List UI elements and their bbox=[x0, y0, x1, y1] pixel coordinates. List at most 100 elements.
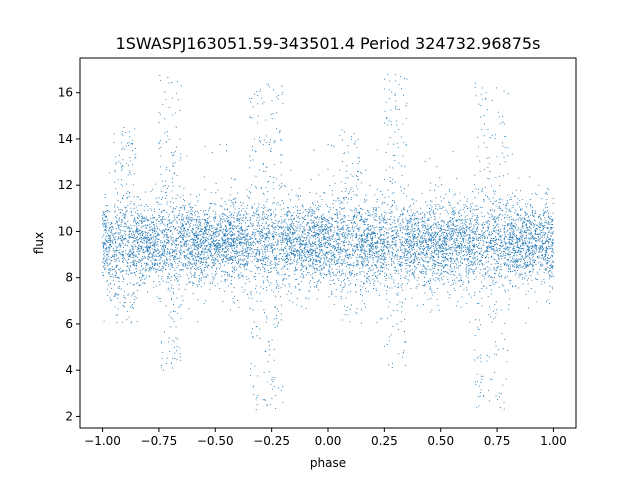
data-point bbox=[349, 308, 351, 311]
data-point bbox=[289, 256, 291, 258]
data-point bbox=[218, 232, 220, 234]
data-point bbox=[342, 160, 344, 162]
data-point bbox=[155, 244, 157, 246]
data-point bbox=[329, 237, 331, 239]
data-point bbox=[176, 244, 178, 247]
data-point bbox=[305, 274, 307, 276]
data-point bbox=[168, 258, 170, 260]
data-point bbox=[351, 227, 353, 229]
data-point bbox=[298, 199, 300, 201]
data-point bbox=[325, 221, 327, 223]
data-point bbox=[164, 235, 166, 237]
data-point bbox=[385, 280, 387, 282]
data-point bbox=[276, 282, 278, 284]
data-point bbox=[212, 280, 214, 282]
data-point bbox=[294, 250, 296, 252]
data-point bbox=[121, 133, 123, 135]
data-point bbox=[343, 248, 345, 250]
data-point bbox=[240, 243, 242, 245]
data-point bbox=[500, 251, 502, 253]
data-point bbox=[109, 263, 111, 265]
data-point bbox=[189, 213, 191, 215]
data-point bbox=[286, 263, 288, 266]
data-point bbox=[489, 242, 492, 244]
data-point bbox=[343, 215, 346, 217]
data-point bbox=[132, 252, 134, 254]
data-point bbox=[196, 233, 198, 235]
data-point bbox=[220, 226, 222, 228]
data-point bbox=[351, 270, 353, 272]
data-point bbox=[169, 290, 171, 292]
data-point bbox=[458, 227, 461, 229]
data-point bbox=[468, 293, 470, 295]
data-point bbox=[194, 239, 196, 241]
data-point bbox=[175, 326, 177, 328]
data-point bbox=[293, 259, 295, 261]
data-point bbox=[265, 236, 267, 238]
data-point bbox=[136, 235, 138, 237]
data-point bbox=[309, 254, 311, 256]
data-point bbox=[447, 224, 449, 226]
data-point bbox=[482, 375, 484, 377]
data-point bbox=[262, 250, 264, 252]
data-point bbox=[384, 244, 386, 246]
data-point bbox=[316, 283, 318, 285]
data-point bbox=[541, 222, 543, 224]
data-point bbox=[280, 247, 282, 249]
data-point bbox=[382, 219, 384, 221]
data-point bbox=[265, 141, 267, 144]
data-point bbox=[422, 245, 424, 247]
data-point bbox=[477, 146, 480, 148]
data-point bbox=[322, 218, 324, 220]
data-point bbox=[430, 287, 432, 289]
data-point bbox=[195, 261, 197, 263]
data-point bbox=[303, 219, 305, 221]
data-point bbox=[130, 211, 133, 214]
data-point bbox=[415, 200, 417, 202]
data-point bbox=[279, 296, 282, 298]
data-point bbox=[117, 179, 119, 181]
data-point bbox=[306, 211, 308, 213]
data-point bbox=[132, 251, 135, 254]
data-point bbox=[482, 264, 484, 266]
data-point bbox=[358, 213, 360, 215]
data-point bbox=[491, 216, 493, 218]
data-point bbox=[433, 267, 435, 269]
data-point bbox=[412, 232, 414, 234]
data-point bbox=[309, 286, 311, 288]
data-point bbox=[457, 218, 459, 220]
data-point bbox=[407, 231, 409, 234]
data-point bbox=[226, 238, 229, 240]
data-point bbox=[349, 242, 351, 244]
data-point bbox=[268, 144, 270, 146]
data-point bbox=[210, 244, 212, 246]
data-point bbox=[303, 265, 305, 267]
data-point bbox=[434, 240, 437, 242]
data-point bbox=[198, 215, 200, 217]
data-point bbox=[551, 275, 553, 277]
data-point bbox=[133, 218, 135, 220]
data-point bbox=[322, 277, 324, 279]
data-point bbox=[372, 259, 374, 261]
data-point bbox=[450, 236, 452, 238]
data-point bbox=[283, 229, 285, 231]
data-point bbox=[141, 222, 143, 224]
data-point bbox=[117, 264, 119, 266]
data-point bbox=[529, 225, 531, 227]
data-point bbox=[141, 273, 143, 275]
data-point bbox=[530, 231, 532, 233]
data-point bbox=[329, 262, 331, 264]
data-point bbox=[232, 259, 234, 261]
data-point bbox=[290, 223, 292, 225]
data-point bbox=[241, 263, 243, 265]
data-point bbox=[288, 238, 290, 240]
data-point bbox=[173, 152, 175, 154]
data-point bbox=[304, 246, 306, 248]
data-point bbox=[276, 262, 278, 265]
data-point bbox=[184, 223, 186, 225]
data-point bbox=[499, 197, 501, 200]
data-point bbox=[337, 238, 339, 240]
data-point bbox=[217, 244, 219, 246]
data-point bbox=[552, 203, 554, 205]
data-point bbox=[190, 213, 192, 215]
